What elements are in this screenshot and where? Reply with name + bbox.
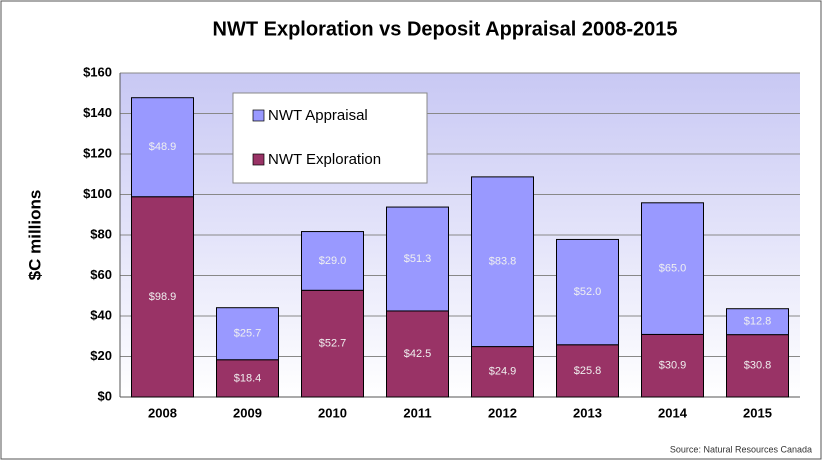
- data-label: $48.9: [149, 141, 177, 153]
- bar-segment: [131, 196, 194, 398]
- bar-segment: [216, 307, 279, 361]
- bar-segment: [131, 97, 194, 198]
- bar-segment: [641, 202, 704, 335]
- bar-segment: [641, 333, 704, 398]
- data-label: $18.4: [234, 372, 262, 384]
- data-label: $24.9: [489, 366, 517, 378]
- legend-label: NWT Exploration: [268, 151, 381, 168]
- y-tick-label: $60: [90, 267, 112, 282]
- data-label: $25.7: [234, 328, 262, 340]
- x-tick-label: 2015: [743, 405, 772, 420]
- bar-segment: [386, 206, 449, 312]
- y-tick-label: $40: [90, 307, 112, 322]
- legend-label: NWT Appraisal: [268, 107, 368, 124]
- y-tick-label: $80: [90, 226, 112, 241]
- x-tick-label: 2009: [233, 405, 262, 420]
- source-note: Source: Natural Resources Canada: [670, 444, 812, 454]
- chart-title: NWT Exploration vs Deposit Appraisal 200…: [213, 18, 678, 40]
- data-label: $30.9: [659, 360, 687, 372]
- y-tick-label: $120: [83, 145, 112, 160]
- data-label: $29.0: [319, 255, 347, 267]
- data-label: $42.5: [404, 348, 432, 360]
- data-label: $65.0: [659, 263, 687, 275]
- x-tick-label: 2012: [488, 405, 517, 420]
- bar-segment: [471, 346, 534, 398]
- y-tick-label: $140: [83, 105, 112, 120]
- legend-swatch: [252, 153, 265, 166]
- legend-swatch: [252, 109, 265, 122]
- data-label: $12.8: [744, 316, 772, 328]
- y-tick-label: $20: [90, 348, 112, 363]
- data-label: $25.8: [574, 365, 602, 377]
- y-tick-label: $160: [83, 64, 112, 79]
- x-tick-label: 2011: [403, 405, 431, 420]
- y-axis-label: $C millions: [25, 190, 44, 281]
- x-tick-label: 2013: [573, 405, 602, 420]
- bar-segment: [726, 334, 789, 398]
- y-tick-label: $0: [98, 388, 112, 403]
- data-label: $30.8: [744, 360, 772, 372]
- x-tick-label: 2014: [658, 405, 688, 420]
- data-label: $98.9: [149, 291, 177, 303]
- bar-segment: [726, 308, 789, 336]
- bar-segment: [216, 359, 279, 398]
- bar-segment: [301, 289, 364, 398]
- x-tick-label: 2008: [148, 405, 177, 420]
- y-tick-label: $100: [83, 186, 112, 201]
- bar-segment: [556, 344, 619, 398]
- x-tick-label: 2010: [318, 405, 347, 420]
- bar-segment: [471, 176, 534, 348]
- bar-segment: [386, 310, 449, 398]
- bar-segment: [556, 238, 619, 346]
- data-label: $52.0: [574, 286, 602, 298]
- bar-segment: [301, 231, 364, 291]
- data-label: $83.8: [489, 256, 517, 268]
- legend-box: [232, 92, 428, 184]
- data-label: $51.3: [404, 253, 432, 265]
- data-label: $52.7: [319, 338, 347, 350]
